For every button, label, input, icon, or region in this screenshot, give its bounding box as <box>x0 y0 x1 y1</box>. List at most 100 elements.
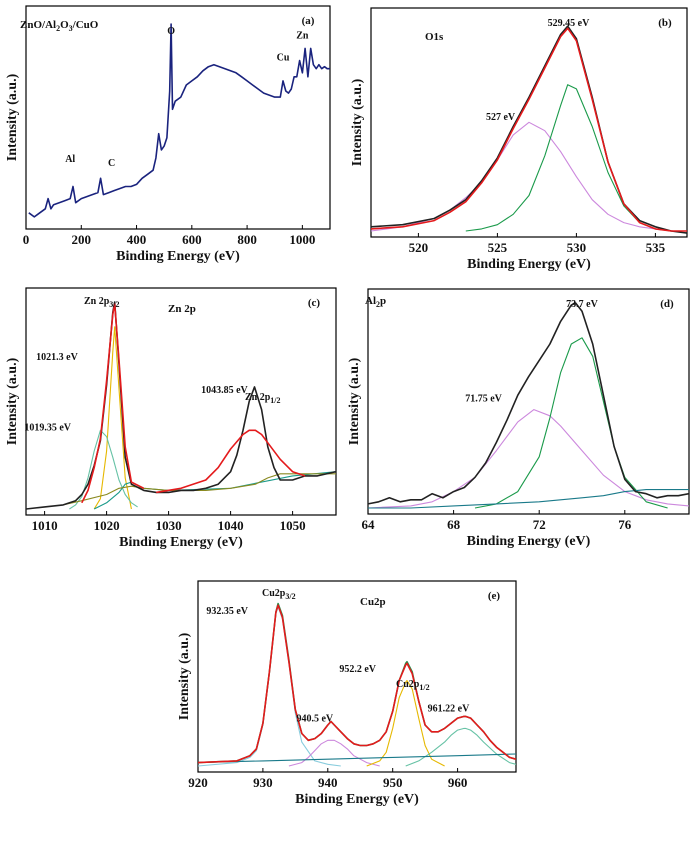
series-line-raw <box>26 301 336 510</box>
cu2p-spectrum-chart: 920 930 940 950 960 Binding Energy (eV) Intens… <box>177 580 517 807</box>
series-line-peak-940-5-ev <box>288 739 380 767</box>
series-group <box>26 301 336 510</box>
x-tick-label: 930 <box>253 775 273 790</box>
panel-b-o1s: 520 525 530 535 Binding Energy (eV) Intensity… <box>345 0 698 280</box>
cu2p3-2-label: Cu2p3/2 <box>262 588 296 601</box>
series-line-raw <box>198 602 516 764</box>
x-tick-label: 1050 <box>280 518 306 533</box>
chart-title: Cu2p <box>360 596 386 608</box>
peak-label: O <box>167 26 175 37</box>
series-line-background <box>198 753 516 764</box>
peak-label: 961.22 eV <box>428 703 470 714</box>
peak-label: Cu <box>277 53 290 64</box>
plot-frame <box>370 7 688 238</box>
y-axis-label: Intensity (a.u.) <box>177 632 192 720</box>
x-axis-label: Binding Energy (eV) <box>119 535 243 550</box>
panel-e-cu2p: 920 930 940 950 960 Binding Energy (eV) Intens… <box>170 575 530 842</box>
x-tick-label: 200 <box>72 232 92 247</box>
y-axis-label: Intensity (a.u.) <box>350 78 365 166</box>
x-tick-label: 525 <box>488 240 508 255</box>
panel-c-zn2p: 1010 1020 1030 1040 1050 Binding Energy (eV) I… <box>0 282 345 564</box>
series-line-fit-envelope <box>198 604 516 764</box>
series-line-fit-envelope-2p1-2 <box>156 429 306 494</box>
series-line-peak-71-75-ev <box>368 409 689 509</box>
zn-2p3-2-label: Zn 2p3/2 <box>84 296 120 309</box>
plot-frame <box>25 5 331 230</box>
x-tick-label: 940 <box>318 775 338 790</box>
zn-2p1-2-label: Zn 2p1/2 <box>245 392 281 405</box>
x-tick-label: 0 <box>23 232 30 247</box>
plot-frame <box>25 287 337 516</box>
x-tick-label: 72 <box>533 517 546 532</box>
peak-label: Al <box>65 154 75 165</box>
x-tick-label: 1020 <box>94 518 120 533</box>
x-axis-label: Binding Energy (eV) <box>467 534 591 549</box>
zn2p-spectrum-chart: 1010 1020 1030 1040 1050 Binding Energy (eV) I… <box>5 287 337 550</box>
series-group <box>28 23 330 218</box>
x-tick-label: 520 <box>409 240 429 255</box>
x-tick-label: 1030 <box>156 518 182 533</box>
x-axis-label: Binding Energy (eV) <box>467 257 591 272</box>
peak-label: 1021.3 eV <box>36 352 78 363</box>
series-line-raw <box>368 302 689 505</box>
series-line-fit-envelope <box>81 303 145 504</box>
x-tick-label: 1010 <box>32 518 58 533</box>
peak-label: 1019.35 eV <box>24 422 71 433</box>
panel-d-al2p: 64 68 72 76 Binding Energy (eV) Intensity (a.… <box>345 282 698 564</box>
o1s-spectrum-chart: 520 525 530 535 Binding Energy (eV) Intensity… <box>350 7 688 272</box>
al2p-spectrum-chart: 64 68 72 76 Binding Energy (eV) Intensity (a.… <box>347 288 690 549</box>
series-line-peak-932-35-ev <box>198 606 341 767</box>
plot-frame <box>367 288 690 515</box>
peak-label: 529.45 eV <box>548 18 590 29</box>
y-axis-label: Intensity (a.u.) <box>5 357 20 445</box>
series-line-fit-envelope <box>371 27 687 232</box>
x-tick-label: 530 <box>567 240 587 255</box>
x-tick-label: 950 <box>383 775 403 790</box>
x-tick-label: 600 <box>182 232 202 247</box>
chart-title: O1s <box>425 31 444 43</box>
x-tick-label: 400 <box>127 232 147 247</box>
peak-label: 527 eV <box>486 112 516 123</box>
peak-label: C <box>108 158 115 169</box>
y-axis-label: Intensity (a.u.) <box>5 73 20 161</box>
x-tick-label: 68 <box>447 517 461 532</box>
panel-label: (d) <box>660 298 674 310</box>
series-line-peak-73-7-ev <box>474 337 668 509</box>
chart-title: Zn 2p <box>168 303 196 315</box>
panel-label: (b) <box>658 17 672 29</box>
series-line-peak-961-22-ev <box>405 727 516 767</box>
peak-label: Zn <box>296 30 309 41</box>
series-line-survey <box>28 23 330 218</box>
survey-spectrum-chart: 0 200 400 600 800 1000 Binding Energy (eV) Inte… <box>5 5 331 264</box>
panel-label: (c) <box>308 297 321 309</box>
peak-label: 952.2 eV <box>339 664 376 675</box>
series-line-raw <box>371 25 687 234</box>
chart-title: Al2p <box>365 295 386 309</box>
y-axis-label: Intensity (a.u.) <box>347 357 362 445</box>
peak-label: 73.7 eV <box>566 299 598 310</box>
series-line-peak-1021-3-ev <box>93 326 132 510</box>
chart-title: ZnO/Al2O3/CuO <box>20 19 99 33</box>
x-tick-label: 1040 <box>218 518 244 533</box>
series-line-peak-952-2-ev <box>366 679 445 767</box>
x-tick-label: 76 <box>618 517 632 532</box>
peak-label: 71.75 eV <box>465 393 502 404</box>
cu2p1-2-label: Cu2p1/2 <box>396 679 430 692</box>
panel-label: (e) <box>488 590 501 602</box>
x-tick-label: 920 <box>188 775 208 790</box>
series-line-background <box>368 489 689 509</box>
series-line-peak-527-ev <box>371 121 687 232</box>
x-tick-label: 535 <box>646 240 666 255</box>
x-tick-label: 960 <box>448 775 468 790</box>
series-group <box>198 602 516 767</box>
panel-label: (a) <box>302 15 315 27</box>
x-axis-label: Binding Energy (eV) <box>116 249 240 264</box>
series-group <box>371 25 687 234</box>
plot-frame <box>197 580 517 773</box>
peak-label: 1043.85 eV <box>201 385 248 396</box>
x-axis-label: Binding Energy (eV) <box>295 792 419 807</box>
x-tick-label: 64 <box>362 517 376 532</box>
series-group <box>368 302 689 509</box>
panel-a-survey: 0 200 400 600 800 1000 Binding Energy (eV) Inte… <box>0 0 345 280</box>
peak-label: 940.5 eV <box>296 714 333 725</box>
